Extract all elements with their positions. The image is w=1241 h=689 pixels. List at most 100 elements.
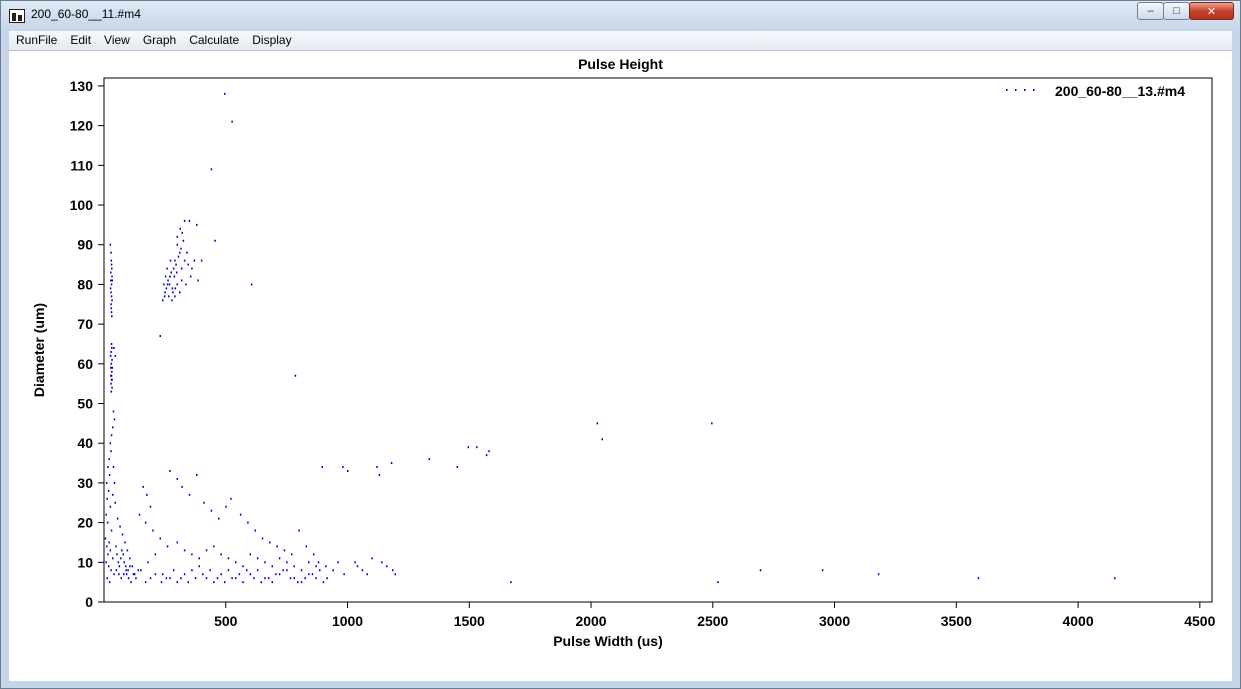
data-point (321, 466, 323, 469)
data-point (205, 577, 208, 580)
data-point (193, 259, 196, 262)
menu-display[interactable]: Display (252, 33, 292, 47)
data-point (111, 299, 113, 302)
data-point (977, 577, 980, 580)
data-point (596, 422, 599, 425)
data-point (361, 569, 364, 572)
data-point (176, 541, 179, 544)
data-point (159, 335, 162, 338)
data-point (183, 573, 186, 576)
data-point (109, 243, 112, 246)
data-point (294, 374, 297, 377)
data-point (119, 525, 121, 528)
minimize-button[interactable]: – (1137, 2, 1164, 20)
data-point (110, 529, 113, 532)
data-point (109, 505, 112, 508)
data-point (105, 513, 107, 516)
data-point (304, 577, 306, 580)
y-tick-label: 80 (77, 276, 93, 292)
y-tick-label: 90 (77, 237, 93, 253)
data-point (173, 275, 176, 278)
data-point (172, 291, 174, 294)
data-point (371, 557, 373, 560)
x-tick-label: 1500 (454, 613, 485, 629)
data-point (298, 529, 300, 532)
data-point (376, 466, 378, 469)
right-frame (1232, 51, 1240, 682)
data-point (110, 295, 113, 298)
data-point (108, 458, 110, 461)
data-point (230, 497, 232, 500)
data-point (428, 458, 431, 461)
data-point (317, 561, 320, 564)
data-point (149, 505, 152, 508)
title-bar[interactable]: 200_60-80__11.#m4 – □ ✕ (1, 1, 1240, 31)
data-point (293, 577, 295, 580)
menu-edit[interactable]: Edit (70, 33, 92, 47)
data-point (125, 573, 128, 576)
data-point (168, 283, 171, 286)
data-point (198, 557, 200, 560)
data-point (180, 279, 183, 282)
y-axis-label: Diameter (um) (31, 303, 47, 397)
maximize-button[interactable]: □ (1163, 2, 1190, 20)
data-point (291, 553, 293, 556)
menu-graph[interactable]: Graph (142, 33, 177, 47)
close-button[interactable]: ✕ (1189, 2, 1234, 20)
data-point (171, 299, 173, 302)
data-point (205, 549, 208, 552)
data-point (181, 231, 183, 234)
data-point (717, 581, 719, 584)
window-controls: – □ ✕ (1137, 2, 1234, 22)
data-point (110, 342, 113, 345)
data-point (110, 390, 113, 393)
data-point (283, 549, 286, 552)
data-point (227, 557, 230, 560)
data-point (186, 251, 188, 254)
data-point (485, 454, 488, 457)
data-point (254, 529, 256, 532)
data-point (183, 549, 186, 552)
data-point (177, 255, 180, 258)
data-point (107, 466, 109, 469)
data-point (110, 279, 112, 282)
menu-runfile[interactable]: RunFile (16, 33, 58, 47)
menu-view[interactable]: View (104, 33, 130, 47)
data-point (183, 259, 186, 262)
data-point (105, 545, 108, 548)
data-point (114, 501, 116, 504)
data-point (176, 581, 179, 584)
data-point (131, 565, 134, 568)
data-point (121, 549, 123, 552)
data-point (381, 561, 383, 564)
data-point (261, 537, 264, 540)
data-point (110, 307, 113, 310)
data-point (260, 581, 263, 584)
data-point (198, 565, 200, 568)
scatter-chart: 0 10 20 30 40 50 60 70 80 90 100 110 120 130 500 1000 15… (31, 77, 1216, 649)
data-point (234, 561, 237, 564)
data-point (111, 386, 113, 389)
data-point (111, 358, 113, 361)
data-point (140, 569, 142, 572)
data-point (137, 569, 140, 572)
bottom-frame (1, 681, 1240, 688)
data-point (191, 569, 193, 572)
data-point (106, 497, 108, 500)
data-point (224, 581, 226, 584)
y-tick-label: 110 (70, 157, 93, 173)
data-point (256, 557, 259, 560)
y-tick-label: 0 (85, 594, 93, 610)
data-point (213, 581, 215, 584)
data-point (107, 553, 109, 556)
data-point (276, 545, 278, 548)
app-icon[interactable] (9, 9, 25, 23)
data-point (111, 378, 113, 381)
menu-calculate[interactable]: Calculate (189, 33, 240, 47)
data-point (105, 481, 108, 484)
data-point (308, 561, 310, 564)
data-point (146, 493, 148, 496)
data-point (275, 573, 277, 576)
data-point (142, 485, 144, 488)
data-point (111, 366, 114, 369)
